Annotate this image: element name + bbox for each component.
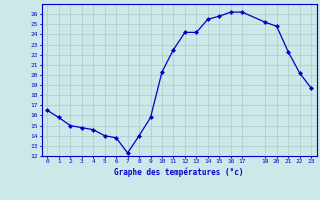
- X-axis label: Graphe des températures (°c): Graphe des températures (°c): [115, 167, 244, 177]
